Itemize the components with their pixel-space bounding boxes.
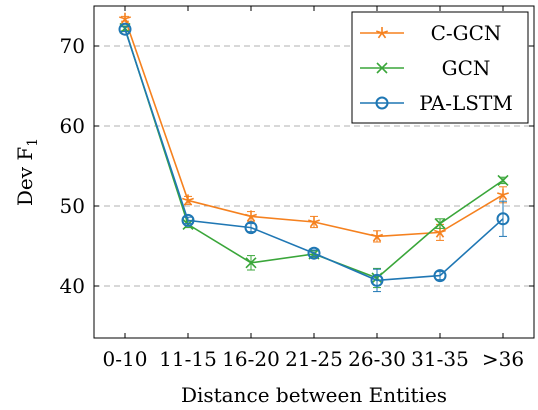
y-tick-label: 40 [60,274,85,298]
series-c-gcn [119,12,509,243]
data-point-c-gcn [371,230,383,242]
series-layer [118,12,510,293]
data-point-c-gcn [434,226,446,238]
data-point-pa-lstm [307,246,321,260]
axis-ticks: 40 50 60 70 0-10 11-15 16-20 21-25 26-30 31-35 >36 [60,6,534,371]
legend-label: C-GCN [431,21,502,45]
y-tick-label: 50 [60,194,85,218]
data-point-pa-lstm [433,269,447,283]
x-tick-label: 31-35 [411,347,469,371]
data-point-gcn [497,174,509,186]
x-tick-label: 26-30 [348,347,406,371]
x-tick-label: 11-15 [159,347,217,371]
data-point-gcn [434,218,446,230]
x-axis-label: Distance between Entities [181,383,447,407]
series-pa-lstm [118,22,510,293]
data-point-c-gcn [497,188,509,201]
data-point-gcn [245,257,257,269]
y-axis-label-subscript: 1 [25,138,41,147]
legend-marker [376,27,388,39]
x-tick-label: >36 [482,347,524,371]
data-point-c-gcn [308,216,320,228]
data-point-pa-lstm [118,22,132,36]
y-axis-label: Dev F1 [13,138,41,206]
legend: C-GCN GCN PA-LSTM [351,11,529,124]
legend-label: GCN [442,56,491,80]
legend-marker [375,96,389,110]
grid-lines [94,45,534,287]
data-point-pa-lstm [496,212,510,226]
x-tick-label: 16-20 [222,347,280,371]
legend-marker [376,62,388,74]
y-axis-label-main: Dev F [13,147,37,207]
legend-label: PA-LSTM [419,91,513,115]
x-tick-label: 0-10 [103,347,148,371]
x-tick-label: 21-25 [285,347,343,371]
data-point-c-gcn [245,210,257,222]
data-point-c-gcn [119,12,131,25]
data-point-pa-lstm [244,221,258,235]
data-point-pa-lstm [181,213,195,227]
y-tick-label: 60 [60,114,85,138]
data-point-pa-lstm [370,273,384,287]
data-point-c-gcn [182,194,194,206]
y-tick-label: 70 [60,34,85,58]
